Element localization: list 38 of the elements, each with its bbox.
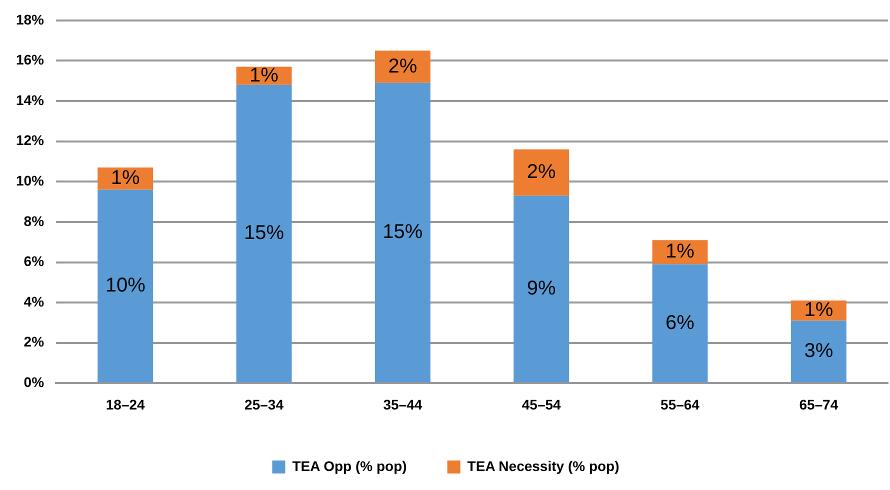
bar xyxy=(514,196,570,382)
bar xyxy=(236,84,292,382)
legend-label: TEA Necessity (% pop) xyxy=(467,458,620,474)
legend-label: TEA Opp (% pop) xyxy=(292,458,407,474)
x-tick-label: 18–24 xyxy=(106,396,146,412)
y-tick-label: 6% xyxy=(24,253,45,270)
y-tick-label: 14% xyxy=(16,92,45,108)
data-label: 1% xyxy=(804,299,834,322)
x-tick-label: 25–34 xyxy=(244,396,284,412)
bar xyxy=(98,190,154,382)
data-label: 15% xyxy=(244,222,284,244)
y-tick-label: 12% xyxy=(16,132,45,148)
data-label: 9% xyxy=(526,277,556,300)
data-label: 2% xyxy=(388,55,418,78)
bar xyxy=(514,149,570,196)
data-label: 1% xyxy=(666,240,695,263)
data-label: 6% xyxy=(666,312,695,334)
x-tick-label: 55–64 xyxy=(660,396,700,412)
bar xyxy=(652,264,708,382)
x-tick-label: 65–74 xyxy=(799,396,838,412)
data-label: 1% xyxy=(250,64,279,86)
y-tick-label: 18% xyxy=(16,11,45,28)
data-label: 2% xyxy=(526,161,556,184)
y-tick-label: 0% xyxy=(24,374,45,390)
data-label: 10% xyxy=(105,274,146,296)
bar xyxy=(374,82,430,382)
bar xyxy=(374,50,430,83)
y-tick-label: 16% xyxy=(16,52,45,68)
bar xyxy=(790,320,846,382)
data-label: 3% xyxy=(804,340,834,362)
y-tick-label: 2% xyxy=(24,334,45,350)
x-tick-label: 45–54 xyxy=(522,396,562,412)
y-tick-label: 8% xyxy=(24,212,45,229)
data-label: 15% xyxy=(382,221,423,244)
data-label: 1% xyxy=(110,167,140,190)
y-tick-label: 10% xyxy=(16,172,45,189)
y-tick-label: 4% xyxy=(24,293,45,310)
x-tick-label: 35–44 xyxy=(383,396,422,412)
